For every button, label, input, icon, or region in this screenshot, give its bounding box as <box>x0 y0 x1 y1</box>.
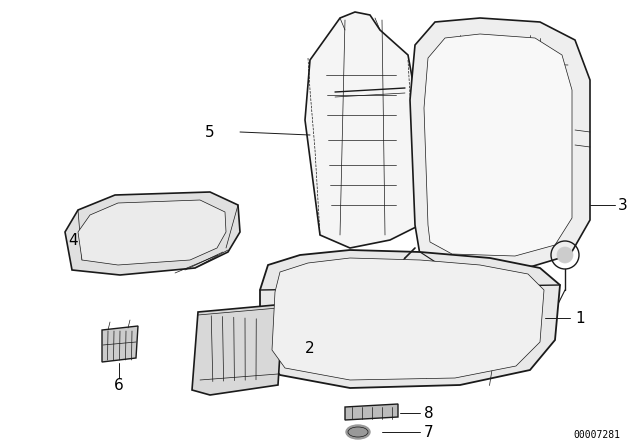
Text: 5: 5 <box>205 125 215 139</box>
Polygon shape <box>424 34 572 256</box>
Polygon shape <box>410 18 590 270</box>
Polygon shape <box>260 250 560 388</box>
Text: 3: 3 <box>618 198 628 212</box>
Polygon shape <box>65 192 240 275</box>
Ellipse shape <box>346 425 370 439</box>
Polygon shape <box>345 404 398 420</box>
Polygon shape <box>272 258 544 380</box>
Text: 7: 7 <box>424 425 434 439</box>
Text: 4: 4 <box>68 233 77 247</box>
Text: 8: 8 <box>424 405 434 421</box>
Text: 00007281: 00007281 <box>573 430 620 440</box>
Text: 2: 2 <box>305 340 315 356</box>
Polygon shape <box>78 200 226 265</box>
Polygon shape <box>305 12 420 248</box>
Text: 1: 1 <box>575 310 584 326</box>
Polygon shape <box>102 326 138 362</box>
Circle shape <box>557 247 573 263</box>
Text: 6: 6 <box>114 378 124 392</box>
Polygon shape <box>192 305 282 395</box>
